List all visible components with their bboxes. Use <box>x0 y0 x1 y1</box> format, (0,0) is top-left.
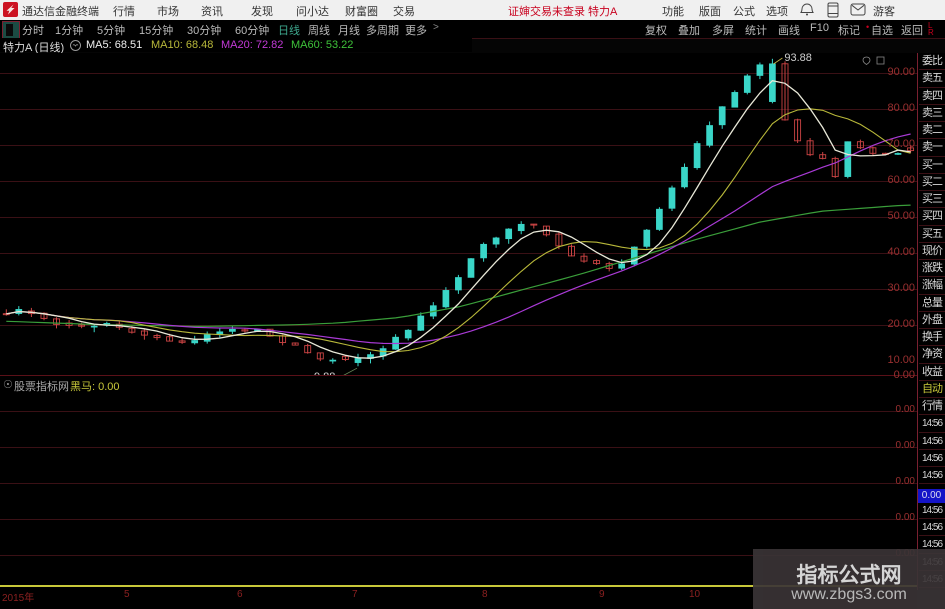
svg-text:93.88: 93.88 <box>784 53 812 64</box>
